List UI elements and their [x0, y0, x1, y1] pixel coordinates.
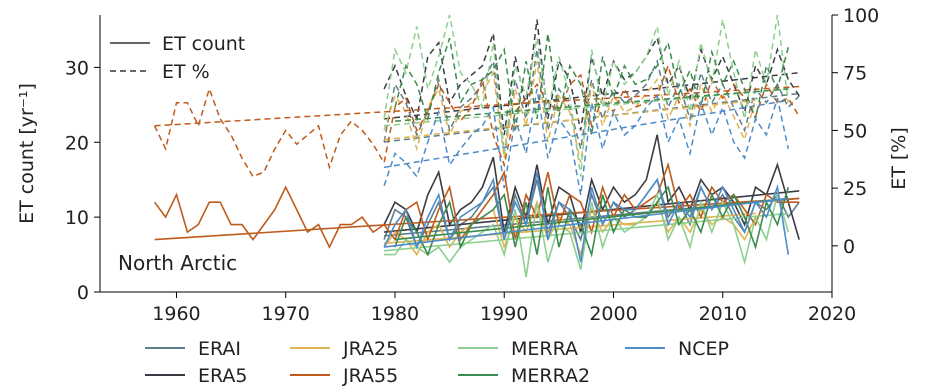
right-tick-label: 25 — [843, 178, 867, 200]
series-layer — [153, 14, 800, 278]
series-merra2-percent-trend — [394, 88, 789, 122]
series-era5-percent-line — [383, 19, 800, 136]
series-jra55-percent-trend — [154, 85, 800, 127]
x-tick-label: 2020 — [808, 303, 856, 325]
series-merra-percent-line — [383, 14, 790, 177]
right-tick-label: 75 — [843, 63, 867, 85]
right-tick-label: 0 — [843, 236, 855, 258]
style-legend: ET count ET % — [110, 33, 245, 83]
left-axis-label: ET count [yr⁻¹] — [16, 83, 38, 224]
style-legend-label: ET count — [162, 33, 245, 55]
right-tick-label: 100 — [843, 5, 879, 27]
series-merra-count-trend — [383, 212, 789, 252]
x-tick-label: 1980 — [371, 303, 419, 325]
series-legend-label-merra2: MERRA2 — [511, 365, 590, 387]
right-axis-label: ET [%] — [888, 127, 910, 190]
series-erai-count-line — [383, 177, 800, 250]
series-merra2-percent-line — [394, 33, 790, 136]
x-tick-label: 1960 — [152, 303, 200, 325]
series-merra2-count-line — [394, 185, 790, 258]
left-tick-label: 30 — [65, 57, 89, 79]
axes: 1960 1970 1980 1990 2000 2010 2020 0 10 20 30 0 25 50… — [16, 5, 910, 325]
series-era5-percent-trend — [383, 71, 800, 120]
right-tick-label: 50 — [843, 120, 867, 142]
series-merra2-count-trend — [394, 197, 789, 241]
series-legend-label-jra25: JRA25 — [342, 338, 398, 360]
series-legend-label-erai: ERAI — [198, 338, 241, 360]
series-legend-label-era5: ERA5 — [198, 365, 248, 387]
series-legend-label-merra: MERRA — [511, 338, 578, 360]
series-ncep-count-trend — [383, 197, 789, 248]
series-legend-label-jra55: JRA55 — [342, 365, 398, 387]
x-tick-label: 1990 — [480, 303, 528, 325]
left-tick-label: 20 — [65, 132, 89, 154]
series-jra55-count-trend — [154, 197, 800, 241]
region-annotation: North Arctic — [118, 251, 237, 275]
series-ncep-percent-trend — [383, 99, 789, 169]
left-tick-label: 0 — [77, 282, 89, 304]
x-tick-label: 2010 — [699, 303, 747, 325]
series-jra55-percent-line — [153, 63, 800, 178]
series-jra25-percent-trend — [383, 99, 756, 141]
style-legend-label: ET % — [162, 61, 210, 83]
series-ncep-count-line — [383, 172, 790, 263]
x-tick-label: 2000 — [589, 303, 637, 325]
left-tick-label: 10 — [65, 207, 89, 229]
series-legend: ERAI JRA25 MERRA NCEP ERA5 JRA55 MERRA2 — [145, 338, 729, 387]
series-legend-label-ncep: NCEP — [678, 338, 729, 360]
series-jra55-count-line — [153, 161, 800, 249]
x-tick-label: 1970 — [262, 303, 310, 325]
series-erai-percent-line — [383, 49, 800, 154]
series-merra-percent-trend — [383, 88, 789, 127]
